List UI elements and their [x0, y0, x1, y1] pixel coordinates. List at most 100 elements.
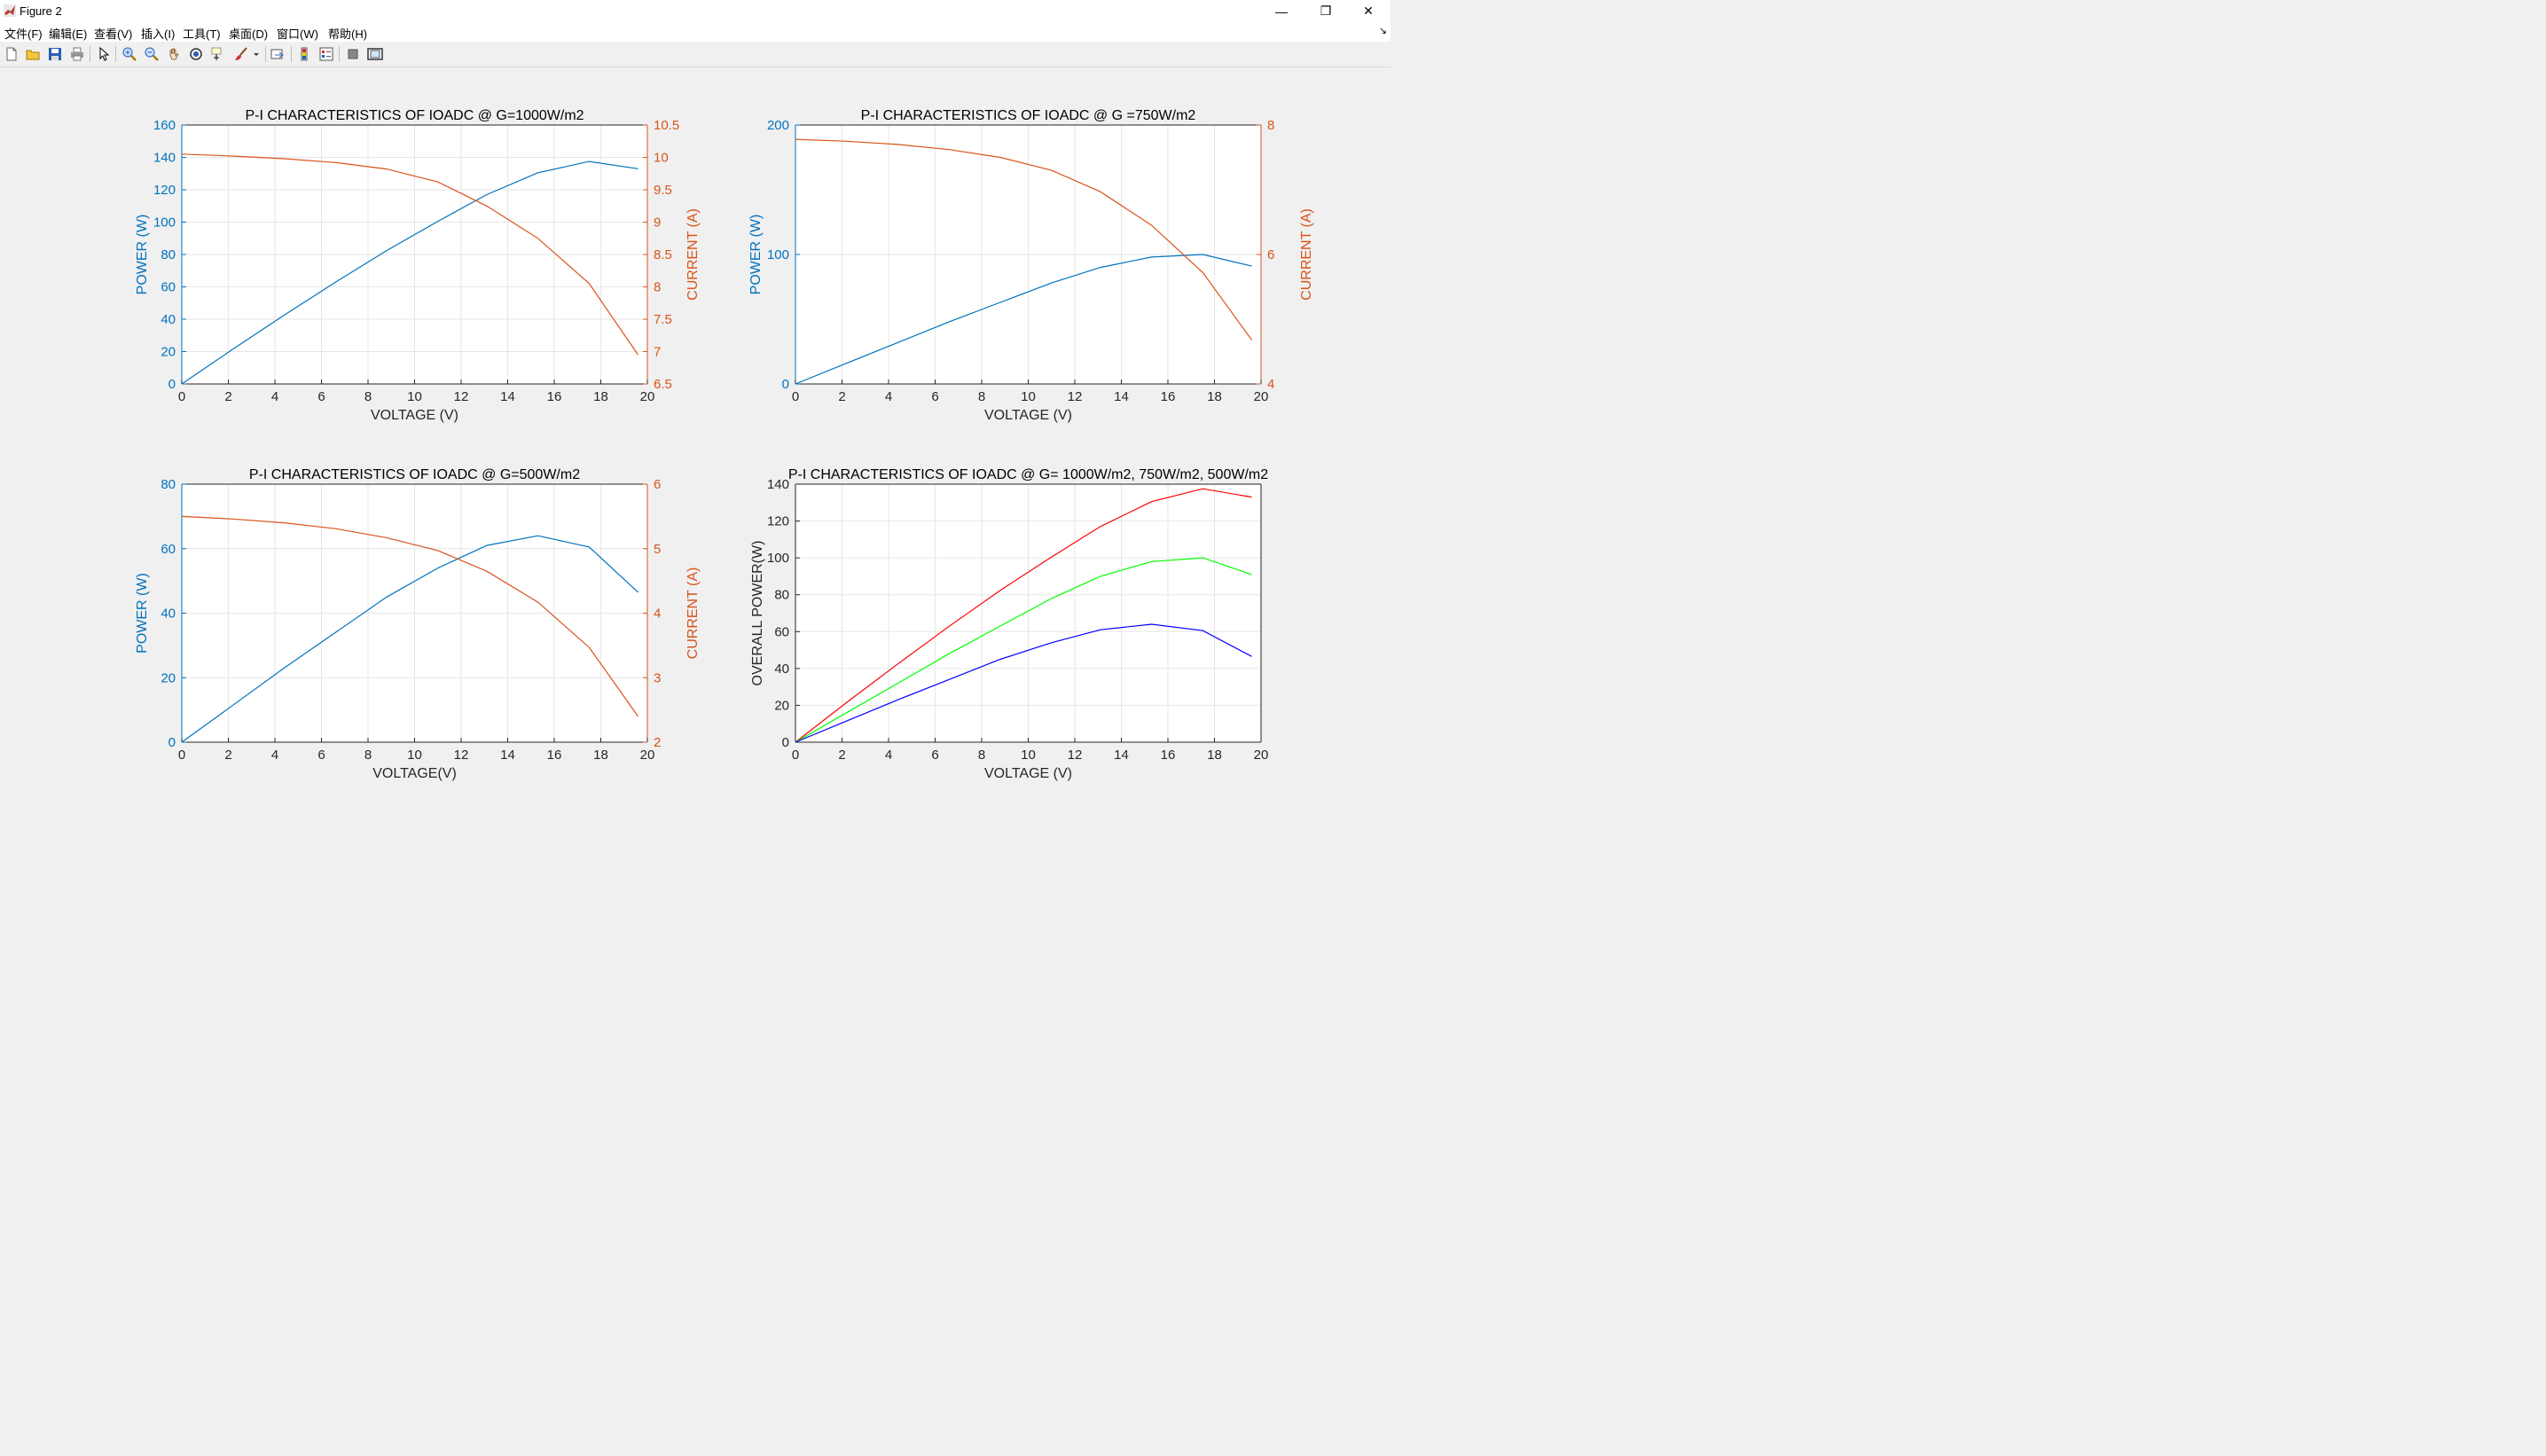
x-tick-label: 20: [640, 389, 655, 404]
x-tick-label: 16: [1161, 389, 1176, 404]
y2-tick-label: 6: [1267, 247, 1274, 262]
x-axis-label: VOLTAGE(V): [372, 766, 457, 781]
x-axis-label: VOLTAGE (V): [371, 408, 458, 423]
window-titlebar: Figure 2 — ❐ ✕: [0, 0, 1391, 22]
y2-tick-label: 9.5: [654, 183, 672, 198]
open-file-icon[interactable]: [24, 45, 42, 63]
y-tick-label: 100: [153, 215, 176, 231]
menu-help[interactable]: 帮助(H): [328, 27, 368, 41]
x-tick-label: 6: [317, 748, 325, 763]
chart-title: P-I CHARACTERISTICS OF IOADC @ G=500W/m2: [249, 467, 580, 482]
x-tick-label: 18: [1207, 748, 1222, 763]
menu-view[interactable]: 查看(V): [94, 27, 133, 41]
x-tick-label: 4: [885, 748, 892, 763]
y-tick-label: 20: [161, 670, 176, 685]
series-line-1: [181, 535, 638, 743]
y-tick-label: 160: [153, 118, 176, 133]
y2-tick-label: 9: [654, 215, 661, 231]
menu-insert[interactable]: 插入(I): [141, 27, 176, 41]
hide-plot-tools-icon[interactable]: [344, 45, 362, 63]
rotate-3d-icon[interactable]: [187, 45, 205, 63]
y-tick-label: 60: [161, 542, 176, 557]
x-tick-label: 14: [1114, 389, 1129, 404]
x-tick-label: 4: [271, 389, 278, 404]
figure-toolbar: [0, 42, 1391, 67]
x-tick-label: 2: [224, 748, 231, 763]
menu-edit[interactable]: 编辑(E): [49, 27, 88, 41]
zoom-in-icon[interactable]: [121, 45, 138, 63]
axes-2: [795, 124, 1262, 385]
x-tick-label: 12: [1068, 748, 1083, 763]
save-icon[interactable]: [46, 45, 64, 63]
series-line-1: [795, 488, 1252, 743]
y-tick-label: 60: [774, 624, 789, 639]
x-tick-label: 16: [547, 748, 562, 763]
x-tick-label: 0: [792, 389, 799, 404]
axes-4: [795, 483, 1262, 743]
x-tick-label: 6: [931, 748, 938, 763]
new-figure-icon[interactable]: [3, 45, 20, 63]
x-tick-label: 2: [838, 389, 845, 404]
y-tick-label: 140: [767, 477, 789, 492]
x-tick-label: 16: [547, 389, 562, 404]
y-axis-label: POWER (W): [748, 215, 764, 295]
menu-tools[interactable]: 工具(T): [183, 27, 221, 41]
x-tick-label: 20: [640, 748, 655, 763]
y2-tick-label: 10.5: [654, 118, 679, 133]
close-button[interactable]: ✕: [1363, 4, 1374, 18]
y2-axis-label: CURRENT (A): [685, 208, 701, 301]
x-tick-label: 0: [792, 748, 799, 763]
restore-button[interactable]: ❐: [1320, 4, 1332, 18]
menu-file[interactable]: 文件(F): [4, 27, 43, 41]
x-tick-label: 6: [931, 389, 938, 404]
y2-tick-label: 10: [654, 151, 669, 166]
x-tick-label: 18: [1207, 389, 1222, 404]
y-tick-label: 20: [161, 345, 176, 360]
series-line-2: [181, 153, 638, 356]
y-tick-label: 140: [153, 151, 176, 166]
print-icon[interactable]: [68, 45, 86, 63]
data-cursor-icon[interactable]: [209, 45, 227, 63]
y-tick-label: 120: [153, 183, 176, 198]
insert-legend-icon[interactable]: [317, 45, 335, 63]
y-tick-label: 20: [774, 698, 789, 713]
x-tick-label: 8: [978, 748, 985, 763]
x-tick-label: 10: [1021, 748, 1036, 763]
pan-hand-icon[interactable]: [165, 45, 183, 63]
x-tick-label: 20: [1254, 748, 1269, 763]
y-tick-label: 40: [161, 312, 176, 327]
edit-plot-arrow-icon[interactable]: [95, 45, 113, 63]
y2-tick-label: 8: [654, 280, 661, 295]
x-tick-label: 10: [407, 389, 422, 404]
menu-window[interactable]: 窗口(W): [277, 27, 318, 41]
x-tick-label: 20: [1254, 389, 1269, 404]
figure-canvas: 0 2 4 6 8 10 12 14 16 18 200204060801001201401606.…: [135, 108, 1314, 781]
y2-tick-label: 6.5: [654, 377, 672, 392]
series-line-1: [795, 254, 1252, 385]
insert-colorbar-icon[interactable]: [295, 45, 313, 63]
show-plot-tools-icon[interactable]: [366, 45, 384, 63]
zoom-out-icon[interactable]: [143, 45, 161, 63]
brush-icon[interactable]: [232, 45, 250, 63]
series-line-1: [181, 160, 638, 385]
series-line-2: [181, 515, 638, 717]
y-tick-label: 80: [161, 247, 176, 262]
axes-3: [181, 483, 648, 743]
y-tick-label: 60: [161, 280, 176, 295]
y2-tick-label: 7: [654, 345, 661, 360]
y2-tick-label: 4: [654, 607, 661, 622]
link-plot-icon[interactable]: [270, 45, 287, 63]
chart-title: P-I CHARACTERISTICS OF IOADC @ G=1000W/m…: [245, 108, 584, 123]
x-tick-label: 2: [224, 389, 231, 404]
x-tick-label: 0: [178, 748, 185, 763]
y-tick-label: 100: [767, 247, 789, 262]
chart-title: P-I CHARACTERISTICS OF IOADC @ G= 1000W/…: [788, 467, 1268, 482]
minimize-button[interactable]: —: [1275, 4, 1288, 19]
dock-figure-icon[interactable]: ↘: [1378, 26, 1387, 36]
x-tick-label: 8: [364, 389, 372, 404]
axes-1: [181, 124, 648, 385]
menu-desktop[interactable]: 桌面(D): [229, 27, 269, 41]
y-tick-label: 120: [767, 514, 789, 529]
brush-dropdown-icon[interactable]: [251, 45, 262, 63]
x-tick-label: 14: [500, 389, 515, 404]
